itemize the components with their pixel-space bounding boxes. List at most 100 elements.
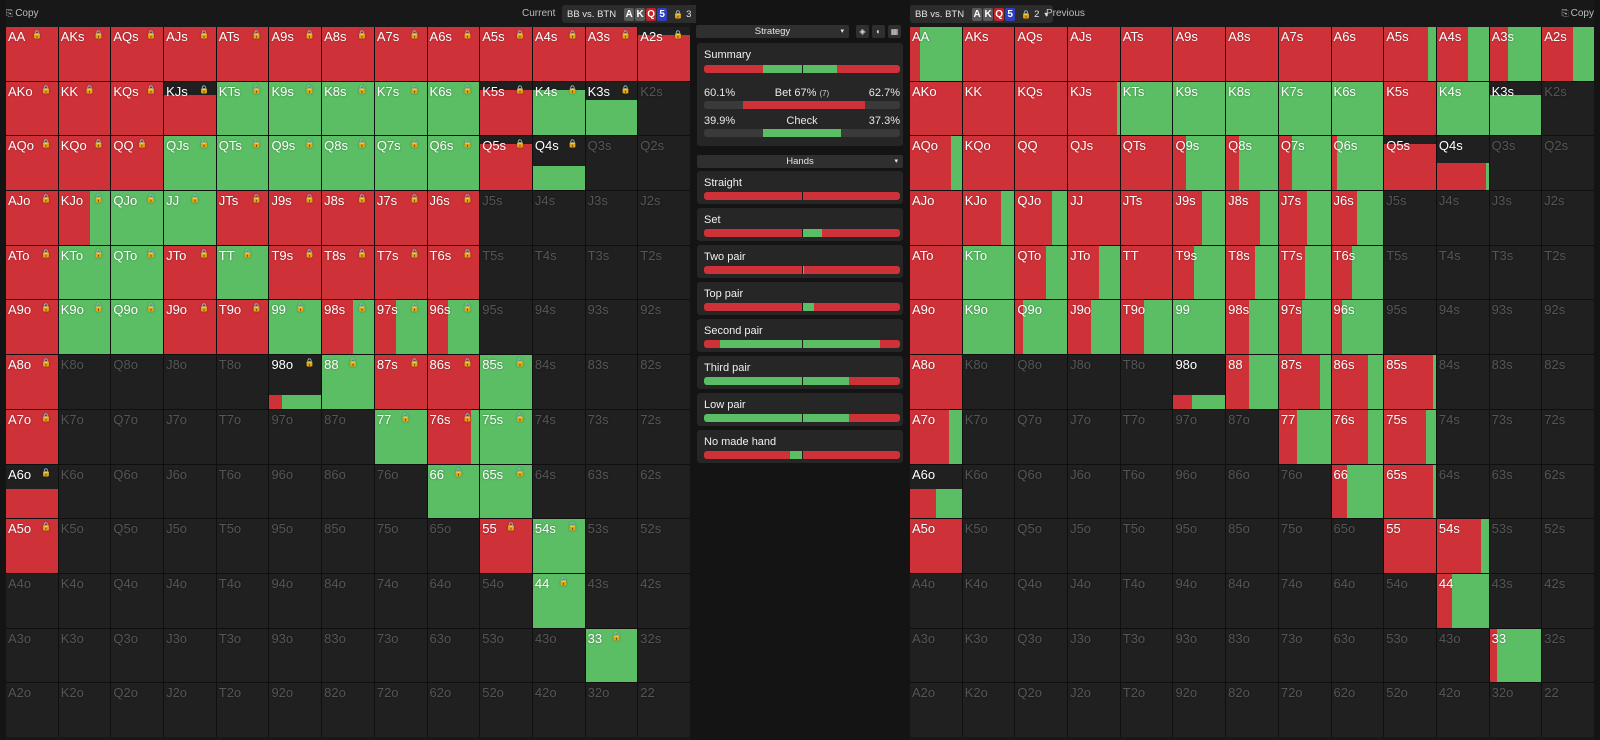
hand-cell-J5s[interactable]: J5s <box>1384 191 1436 245</box>
hand-cell-ATo[interactable]: ATo 🔒 <box>6 245 58 300</box>
hand-cell-A9o[interactable]: A9o 🔒 <box>6 300 58 355</box>
hand-cell-J2o[interactable]: J2o <box>164 683 216 737</box>
hand-cell-76o[interactable]: 76o <box>1278 464 1331 519</box>
hand-cell-ATo[interactable]: ATo <box>910 245 962 300</box>
hand-cell-Q7o[interactable]: Q7o <box>1015 409 1068 464</box>
hand-cell-AQs[interactable]: AQs <box>1015 27 1068 81</box>
hand-cell-K5s[interactable]: K5s 🔒 <box>480 81 532 136</box>
hand-cell-32o[interactable]: 32o <box>585 683 638 737</box>
hand-cell-93s[interactable]: 93s <box>1489 300 1542 355</box>
hand-cell-22[interactable]: 22 <box>638 683 690 737</box>
hand-cell-J9s[interactable]: J9s 🔒 <box>269 191 322 245</box>
cube-icon[interactable]: ◈ <box>856 25 869 38</box>
category-no-made-hand[interactable]: No made hand <box>697 430 903 463</box>
hand-cell-K4s[interactable]: K4s 🔒 <box>532 81 585 136</box>
hand-cell-Q5s[interactable]: Q5s 🔒 <box>480 136 532 191</box>
hand-cell-Q9s[interactable]: Q9s <box>1173 136 1226 191</box>
hand-cell-J8o[interactable]: J8o <box>164 355 216 409</box>
hand-cell-Q7s[interactable]: Q7s 🔒 <box>374 136 427 191</box>
hand-cell-43o[interactable]: 43o <box>1436 628 1489 683</box>
hand-cell-K6s[interactable]: K6s 🔒 <box>427 81 480 136</box>
hand-cell-33[interactable]: 33 🔒 <box>585 628 638 683</box>
hand-cell-22[interactable]: 22 <box>1542 683 1594 737</box>
hand-cell-T5s[interactable]: T5s <box>1384 245 1436 300</box>
hand-cell-A5o[interactable]: A5o <box>910 519 962 573</box>
hand-cell-95s[interactable]: 95s <box>480 300 532 355</box>
hand-cell-J3s[interactable]: J3s <box>585 191 638 245</box>
hand-cell-A9o[interactable]: A9o <box>910 300 962 355</box>
hand-cell-K8s[interactable]: K8s <box>1226 81 1278 136</box>
hand-cell-A8o[interactable]: A8o 🔒 <box>6 355 58 409</box>
hand-cell-33[interactable]: 33 <box>1489 628 1542 683</box>
hand-cell-K7s[interactable]: K7s <box>1278 81 1331 136</box>
hand-cell-J4o[interactable]: J4o <box>164 573 216 628</box>
hand-cell-A9s[interactable]: A9s 🔒 <box>269 27 322 81</box>
hand-cell-82o[interactable]: 82o <box>322 683 374 737</box>
hand-cell-83s[interactable]: 83s <box>585 355 638 409</box>
hand-cell-75o[interactable]: 75o <box>1278 519 1331 573</box>
hand-cell-T7s[interactable]: T7s 🔒 <box>374 245 427 300</box>
hand-cell-94o[interactable]: 94o <box>1173 573 1226 628</box>
hand-cell-J6o[interactable]: J6o <box>1068 464 1120 519</box>
hand-cell-J7o[interactable]: J7o <box>164 409 216 464</box>
category-top-pair[interactable]: Top pair <box>697 282 903 315</box>
hand-cell-J7o[interactable]: J7o <box>1068 409 1120 464</box>
hand-cell-T9o[interactable]: T9o <box>1120 300 1173 355</box>
hand-cell-42o[interactable]: 42o <box>1436 683 1489 737</box>
hand-cell-QJo[interactable]: QJo <box>1015 191 1068 245</box>
hand-cell-J3s[interactable]: J3s <box>1489 191 1542 245</box>
hand-cell-84o[interactable]: 84o <box>1226 573 1278 628</box>
hand-cell-KK[interactable]: KK <box>962 81 1015 136</box>
hand-cell-65s[interactable]: 65s <box>1384 464 1436 519</box>
hand-cell-Q8s[interactable]: Q8s <box>1226 136 1278 191</box>
hand-cell-Q4s[interactable]: Q4s 🔒 <box>532 136 585 191</box>
hand-cell-QTs[interactable]: QTs <box>1120 136 1173 191</box>
hand-cell-JTs[interactable]: JTs <box>1120 191 1173 245</box>
hand-cell-Q7o[interactable]: Q7o <box>111 409 164 464</box>
hand-cell-82o[interactable]: 82o <box>1226 683 1278 737</box>
hand-cell-A8s[interactable]: A8s 🔒 <box>322 27 374 81</box>
hand-cell-QTo[interactable]: QTo <box>1015 245 1068 300</box>
hand-cell-77[interactable]: 77 <box>1278 409 1331 464</box>
copy-button[interactable]: ⎘ Copy <box>6 8 39 19</box>
hand-cell-K8o[interactable]: K8o <box>58 355 111 409</box>
hand-cell-44[interactable]: 44 <box>1436 573 1489 628</box>
hand-cell-A4o[interactable]: A4o <box>910 573 962 628</box>
hand-cell-92o[interactable]: 92o <box>269 683 322 737</box>
hand-cell-K4o[interactable]: K4o <box>962 573 1015 628</box>
hand-cell-KQo[interactable]: KQo <box>962 136 1015 191</box>
hand-cell-A9s[interactable]: A9s <box>1173 27 1226 81</box>
hand-cell-Q5o[interactable]: Q5o <box>1015 519 1068 573</box>
hand-cell-72o[interactable]: 72o <box>374 683 427 737</box>
hand-cell-42s[interactable]: 42s <box>638 573 690 628</box>
hand-cell-97o[interactable]: 97o <box>269 409 322 464</box>
hand-cell-73s[interactable]: 73s <box>1489 409 1542 464</box>
hand-cell-A6s[interactable]: A6s <box>1331 27 1384 81</box>
hand-cell-ATs[interactable]: ATs 🔒 <box>216 27 269 81</box>
hand-cell-T4s[interactable]: T4s <box>1436 245 1489 300</box>
hand-cell-T8o[interactable]: T8o <box>1120 355 1173 409</box>
hand-cell-97o[interactable]: 97o <box>1173 409 1226 464</box>
hand-cell-Q2s[interactable]: Q2s <box>1542 136 1594 191</box>
hand-cell-J6o[interactable]: J6o <box>164 464 216 519</box>
hand-cell-73o[interactable]: 73o <box>1278 628 1331 683</box>
hand-cell-JTo[interactable]: JTo <box>1068 245 1120 300</box>
hand-cell-J7s[interactable]: J7s <box>1278 191 1331 245</box>
hand-cell-74o[interactable]: 74o <box>374 573 427 628</box>
contrast-icon[interactable]: ◐ <box>872 25 885 38</box>
hand-cell-A6s[interactable]: A6s 🔒 <box>427 27 480 81</box>
hand-cell-QTo[interactable]: QTo 🔒 <box>111 245 164 300</box>
hand-cell-Q3s[interactable]: Q3s <box>585 136 638 191</box>
hand-cell-K7o[interactable]: K7o <box>58 409 111 464</box>
hand-cell-77[interactable]: 77 🔒 <box>374 409 427 464</box>
hand-cell-T8o[interactable]: T8o <box>216 355 269 409</box>
hand-cell-K3s[interactable]: K3s <box>1489 81 1542 136</box>
hand-cell-K7s[interactable]: K7s 🔒 <box>374 81 427 136</box>
hand-cell-65s[interactable]: 65s 🔒 <box>480 464 532 519</box>
hand-cell-62o[interactable]: 62o <box>1331 683 1384 737</box>
hand-cell-76s[interactable]: 76s 🔒 <box>427 409 480 464</box>
hand-cell-44[interactable]: 44 🔒 <box>532 573 585 628</box>
hand-cell-84o[interactable]: 84o <box>322 573 374 628</box>
hand-cell-A6o[interactable]: A6o 🔒 <box>6 464 58 519</box>
hand-cell-T5o[interactable]: T5o <box>216 519 269 573</box>
